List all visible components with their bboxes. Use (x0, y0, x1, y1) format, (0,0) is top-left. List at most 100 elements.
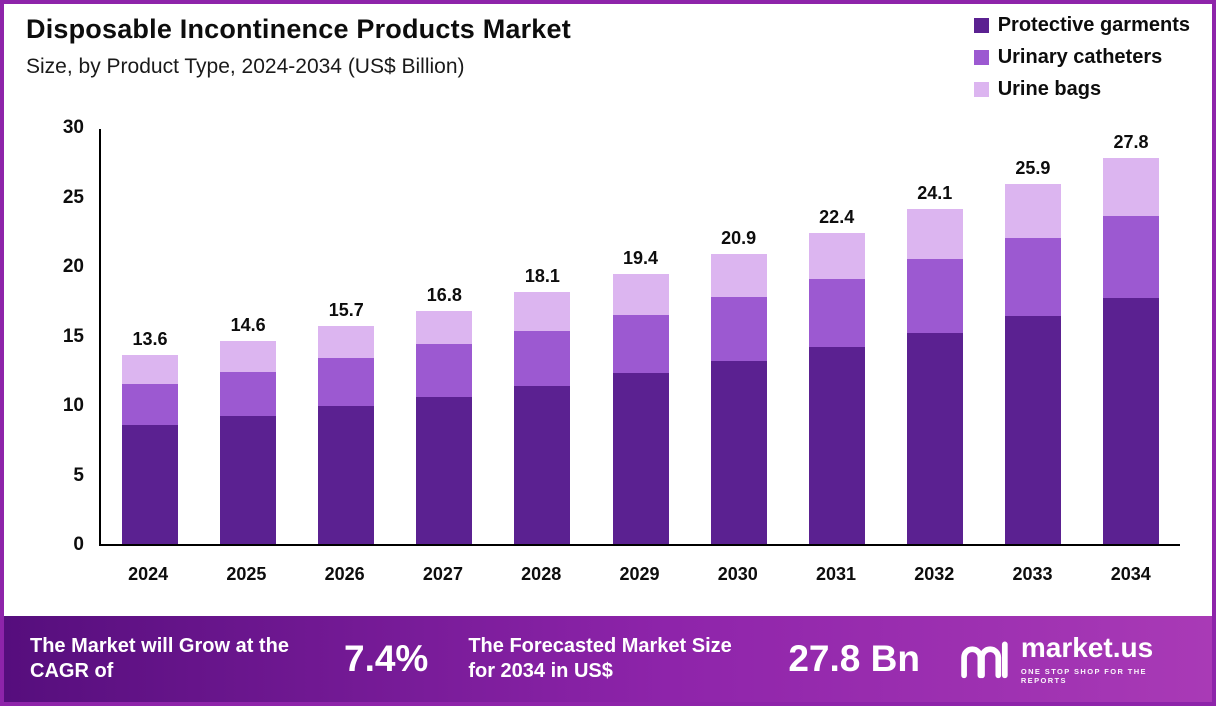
bar-total-label: 13.6 (132, 329, 168, 350)
bar-slot-2030: 20.9 (690, 129, 788, 544)
bar-segment-protective-garments (514, 385, 571, 544)
x-axis-label-2027: 2027 (422, 564, 463, 584)
bar-segment-urine-bags (318, 325, 375, 358)
x-axis-labels: 2024 2025 2026 2027 2028 2029 2030 2031 2032 2033… (99, 564, 1180, 585)
stacked-bar-2030 (710, 253, 767, 544)
y-tick-label-15: 15 (62, 325, 84, 347)
bar-total-label: 14.6 (230, 315, 266, 336)
x-axis-label-2033: 2033 (1012, 564, 1053, 584)
legend-label: Urine bags (997, 78, 1102, 100)
page-title: Disposable Incontinence Products Market (26, 14, 571, 44)
x-axis-label-2025: 2025 (226, 564, 267, 584)
bar-total-label: 18.1 (524, 266, 560, 287)
bar-slot-2034: 27.8 (1082, 129, 1180, 544)
x-axis-label-2024: 2024 (128, 564, 169, 584)
bar-segment-urine-bags (710, 253, 767, 297)
bar-segment-protective-garments (1004, 316, 1061, 544)
bar-slot-2028: 18.1 (493, 129, 591, 544)
legend-swatch-icon (973, 18, 989, 33)
legend-item-urine-bags: Urine bags (973, 78, 1190, 101)
forecast-label: The Forecasted Market Size for 2034 in U… (468, 635, 732, 682)
bar-slot-2032: 24.1 (886, 129, 984, 544)
bar-total-label: 16.8 (426, 284, 462, 305)
y-tick-label-20: 20 (62, 256, 84, 277)
bar-segment-protective-garments (220, 416, 277, 544)
legend-swatch-icon (973, 82, 989, 97)
stacked-bar-2032 (906, 209, 963, 544)
bar-segment-urine-bags (514, 292, 571, 332)
bar-segment-protective-garments (808, 346, 865, 544)
bar-slot-2026: 15.7 (297, 129, 395, 544)
stacked-bar-2034 (1102, 157, 1159, 544)
bar-slot-2024: 13.6 (101, 129, 199, 544)
bar-segment-urinary-catheters (1102, 216, 1159, 298)
bar-segment-urinary-catheters (122, 384, 179, 425)
bar-segment-protective-garments (1102, 298, 1159, 544)
page-subtitle: Size, by Product Type, 2024-2034 (US$ Bi… (26, 55, 465, 78)
bar-total-label: 24.1 (917, 183, 953, 204)
bar-total-label: 25.9 (1015, 158, 1051, 179)
x-axis-label-2026: 2026 (324, 564, 365, 584)
y-axis: 0 5 10 15 20 25 30 (44, 117, 94, 555)
cagr-value: 7.4% (344, 638, 429, 679)
bar-segment-protective-garments (710, 360, 767, 544)
bars-row: 13.6 14.6 15.7 16.8 18.1 19.4 20.9 22.4 24.1 25.9… (101, 129, 1180, 544)
stacked-bar-2026 (318, 325, 375, 544)
stacked-bar-2025 (220, 341, 277, 544)
x-axis-label-2031: 2031 (815, 564, 857, 584)
x-axis-label-2032: 2032 (914, 564, 955, 584)
bar-slot-2031: 22.4 (788, 129, 886, 544)
x-axis-label-2030: 2030 (717, 564, 758, 584)
y-tick-label-30: 30 (62, 117, 84, 138)
x-axis-label-2028: 2028 (521, 564, 562, 584)
y-tick-label-5: 5 (73, 464, 84, 486)
bar-slot-2029: 19.4 (591, 129, 689, 544)
bar-slot-2025: 14.6 (199, 129, 297, 544)
bar-segment-urinary-catheters (710, 296, 767, 361)
cagr-label: The Market will Grow at the CAGR of (30, 635, 289, 682)
stacked-bar-2024 (122, 355, 179, 544)
brand-name: market.us (1020, 631, 1154, 663)
bar-slot-2027: 16.8 (395, 129, 493, 544)
bar-total-label: 27.8 (1113, 131, 1149, 152)
bar-segment-urine-bags (808, 232, 865, 279)
marketus-brand: market.us ONE STOP SHOP FOR THE REPORTS (960, 631, 1186, 685)
bar-segment-protective-garments (122, 424, 179, 544)
bar-segment-urine-bags (612, 274, 669, 315)
bar-segment-protective-garments (906, 332, 963, 544)
x-axis-label-2034: 2034 (1110, 564, 1151, 584)
bar-segment-urine-bags (122, 355, 179, 385)
x-axis-label-2029: 2029 (619, 564, 660, 584)
y-tick-label-0: 0 (73, 534, 84, 555)
legend-label: Protective garments (997, 14, 1190, 36)
marketus-logo-icon (961, 641, 1008, 679)
bar-total-label: 22.4 (819, 206, 855, 227)
bar-segment-urinary-catheters (318, 357, 375, 407)
bar-segment-urinary-catheters (416, 343, 473, 397)
bar-segment-protective-garments (612, 373, 669, 544)
plot-area: 13.6 14.6 15.7 16.8 18.1 19.4 20.9 22.4 24.1 25.9… (99, 129, 1180, 546)
y-tick-label-10: 10 (62, 395, 84, 416)
bar-segment-urine-bags (416, 310, 473, 344)
bar-segment-urinary-catheters (808, 278, 865, 347)
bar-segment-urinary-catheters (906, 259, 963, 333)
bar-segment-urinary-catheters (612, 314, 669, 373)
bar-segment-urine-bags (1004, 184, 1061, 239)
bar-segment-urine-bags (1102, 157, 1159, 216)
brand-tagline: ONE STOP SHOP FOR THE REPORTS (1020, 666, 1147, 685)
bar-segment-protective-garments (416, 396, 473, 544)
stacked-bar-2028 (514, 292, 571, 544)
forecast-value: 27.8 Bn (788, 638, 920, 679)
legend-swatch-icon (973, 50, 989, 65)
legend-item-protective-garments: Protective garments (973, 14, 1190, 37)
bar-segment-protective-garments (318, 406, 375, 544)
bar-segment-urine-bags (906, 209, 963, 260)
legend: Protective garments Urinary catheters Urin… (973, 14, 1190, 101)
header: Disposable Incontinence Products Market … (26, 14, 571, 79)
brand-text: market.us ONE STOP SHOP FOR THE REPORTS (1020, 631, 1186, 685)
stacked-bar-2031 (808, 232, 865, 544)
bar-total-label: 19.4 (622, 248, 659, 269)
bar-segment-urinary-catheters (514, 331, 571, 386)
footer-banner: The Market will Grow at the CAGR of 7.4%… (4, 616, 1212, 702)
